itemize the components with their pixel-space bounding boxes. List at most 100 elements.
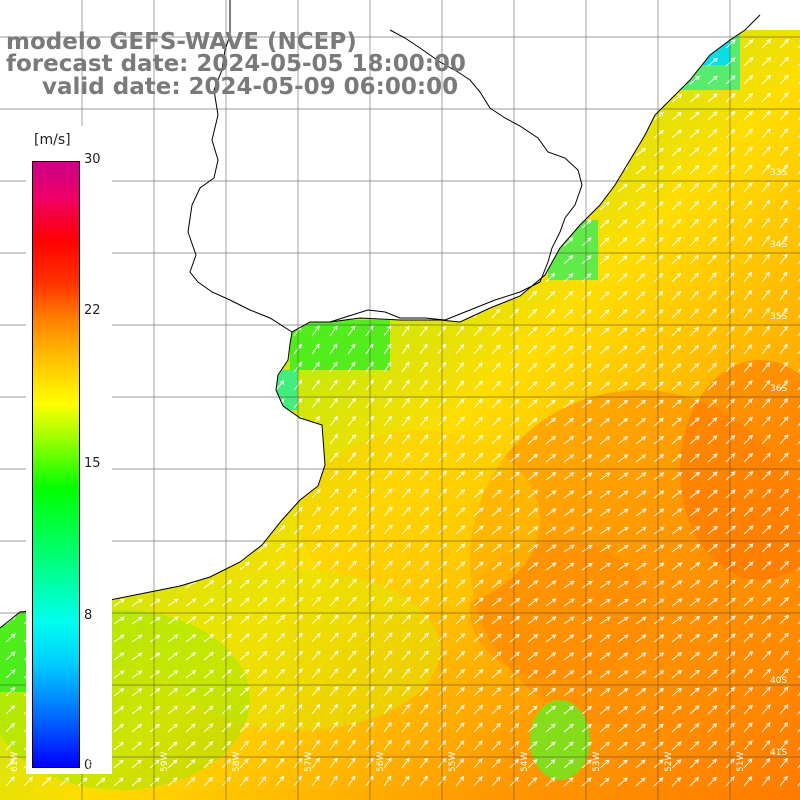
wind-arrow bbox=[743, 362, 753, 373]
wind-arrow bbox=[743, 561, 754, 571]
wind-arrow bbox=[383, 578, 393, 589]
wind-arrow bbox=[329, 325, 338, 337]
lat-label-34s: 34S bbox=[770, 240, 788, 250]
wind-arrow bbox=[221, 669, 232, 679]
wind-arrow bbox=[743, 271, 753, 283]
wind-arrow bbox=[473, 776, 483, 787]
wind-arrow bbox=[761, 92, 771, 103]
wind-arrow bbox=[311, 757, 320, 769]
wind-arrow bbox=[401, 415, 411, 427]
wind-arrow bbox=[707, 272, 717, 283]
wind-arrow bbox=[563, 652, 575, 661]
wind-arrow bbox=[689, 399, 700, 409]
wind-arrow bbox=[761, 398, 771, 409]
wind-arrow bbox=[509, 562, 521, 571]
wind-arrow bbox=[761, 110, 771, 121]
wind-arrow bbox=[653, 508, 665, 517]
wind-arrow bbox=[635, 399, 646, 409]
wind-arrow bbox=[635, 562, 647, 571]
wind-arrow bbox=[419, 560, 430, 571]
wind-arrow bbox=[347, 614, 357, 625]
wind-arrow bbox=[707, 705, 718, 715]
wind-arrow bbox=[419, 542, 430, 553]
wind-arrow bbox=[797, 415, 800, 427]
wind-arrow bbox=[455, 632, 466, 643]
wind-arrow bbox=[671, 129, 682, 139]
wind-arrow bbox=[563, 454, 575, 463]
wind-arrow bbox=[563, 291, 574, 301]
wind-arrow bbox=[185, 616, 197, 625]
lon-label-58w: 58W bbox=[232, 751, 242, 772]
wind-arrow bbox=[113, 652, 125, 661]
wind-arrow bbox=[545, 777, 556, 787]
wind-arrow bbox=[347, 721, 356, 733]
wind-arrow bbox=[545, 705, 556, 715]
wind-arrow bbox=[797, 668, 800, 679]
wind-arrow bbox=[473, 615, 484, 625]
wind-arrow bbox=[455, 507, 466, 517]
wind-arrow bbox=[599, 616, 611, 625]
wind-arrow bbox=[707, 200, 717, 211]
wind-arrow bbox=[689, 633, 701, 643]
wind-arrow bbox=[5, 704, 16, 715]
wind-arrow bbox=[383, 614, 393, 625]
wind-arrow bbox=[275, 614, 286, 625]
wind-arrow bbox=[599, 309, 610, 319]
wind-arrow bbox=[689, 254, 699, 265]
wind-arrow bbox=[257, 651, 268, 661]
wind-arrow bbox=[347, 325, 356, 337]
wind-arrow bbox=[761, 146, 771, 157]
wind-arrow bbox=[689, 544, 701, 553]
wind-arrow bbox=[527, 435, 538, 445]
wind-arrow bbox=[653, 741, 664, 751]
wind-arrow bbox=[347, 560, 357, 571]
wind-arrow bbox=[329, 542, 339, 553]
wind-arrow bbox=[221, 597, 233, 607]
wind-arrow bbox=[725, 579, 736, 589]
wind-arrow bbox=[689, 165, 700, 175]
wind-arrow bbox=[329, 650, 339, 661]
wind-arrow bbox=[635, 201, 646, 211]
wind-arrow bbox=[797, 325, 800, 337]
wind-arrow bbox=[779, 596, 790, 607]
wind-arrow bbox=[185, 759, 196, 769]
wind-arrow bbox=[365, 739, 374, 751]
wind-arrow bbox=[743, 57, 754, 67]
wind-arrow bbox=[203, 598, 215, 607]
wind-arrow bbox=[581, 616, 593, 625]
wind-arrow bbox=[131, 616, 143, 625]
wind-arrow bbox=[527, 290, 538, 301]
wind-arrow bbox=[725, 93, 736, 103]
wind-arrow bbox=[455, 434, 465, 445]
wind-arrow bbox=[797, 163, 800, 175]
wind-arrow bbox=[797, 650, 800, 661]
wind-arrow bbox=[203, 580, 215, 589]
wind-arrow bbox=[761, 253, 770, 265]
wind-arrow bbox=[473, 579, 484, 589]
wind-arrow bbox=[563, 436, 575, 445]
wind-arrow bbox=[599, 526, 611, 535]
wind-arrow bbox=[743, 218, 753, 229]
wind-arrow bbox=[761, 235, 770, 247]
wind-arrow bbox=[653, 472, 665, 481]
wind-arrow bbox=[347, 343, 356, 355]
wind-arrow bbox=[131, 777, 142, 787]
wind-arrow bbox=[41, 776, 52, 787]
wind-arrow bbox=[311, 721, 321, 733]
wind-arrow bbox=[635, 705, 647, 715]
wind-arrow bbox=[599, 759, 610, 769]
wind-arrow bbox=[671, 759, 682, 769]
wind-arrow bbox=[311, 524, 321, 535]
wind-arrow bbox=[329, 614, 339, 625]
wind-arrow bbox=[581, 580, 593, 589]
wind-arrow bbox=[581, 652, 593, 661]
wind-arrow bbox=[671, 165, 682, 175]
wind-arrow bbox=[167, 652, 179, 661]
wind-arrow bbox=[599, 219, 610, 229]
wind-arrow bbox=[779, 614, 790, 625]
wind-arrow bbox=[617, 255, 628, 265]
wind-arrow bbox=[473, 434, 484, 445]
wind-arrow bbox=[671, 472, 683, 481]
wind-arrow bbox=[365, 379, 374, 391]
wind-arrow bbox=[563, 616, 575, 625]
